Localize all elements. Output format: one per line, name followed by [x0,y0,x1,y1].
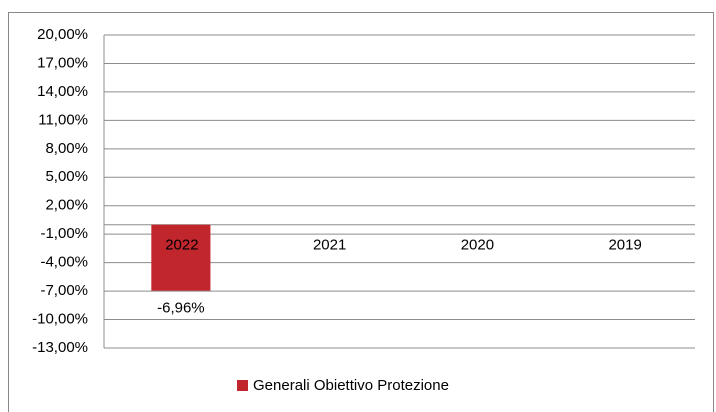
x-tick-label: 2021 [313,237,346,254]
y-tick-label: 20,00% [37,26,88,43]
bar [151,224,211,291]
y-tick-label: -10,00% [32,311,88,328]
data-label: -6,96% [157,300,205,317]
y-tick-label: -4,00% [40,254,88,271]
x-tick-label: 2022 [165,237,198,254]
y-tick-label: 8,00% [45,140,88,157]
chart-frame [8,12,714,412]
y-tick-label: 17,00% [37,54,88,71]
x-tick-label: 2019 [608,237,641,254]
y-tick-label: -1,00% [40,225,88,242]
y-tick-label: 2,00% [45,197,88,214]
x-tick-label: 2020 [461,237,494,254]
legend-swatch [237,380,248,391]
y-tick-label: 14,00% [37,83,88,100]
y-tick-label: -7,00% [40,282,88,299]
y-tick-label: 5,00% [45,168,88,185]
y-tick-label: -13,00% [32,339,88,356]
legend-label: Generali Obiettivo Protezione [253,377,449,394]
y-tick-label: 11,00% [38,111,88,128]
